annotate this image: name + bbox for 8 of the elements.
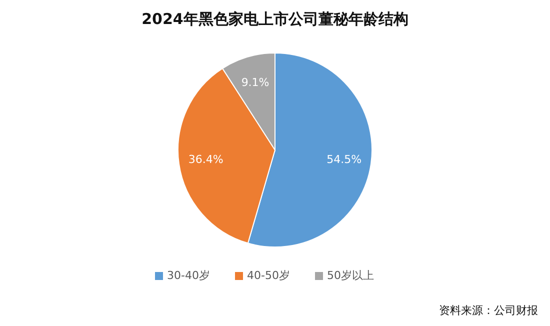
legend-label: 50岁以上 [327, 269, 374, 282]
chart-title: 2024年黑色家电上市公司董秘年龄结构 [142, 10, 408, 28]
text: 资料来源：公司财报 [439, 304, 538, 317]
data-label: 36.4% [188, 153, 224, 166]
data-label: 54.5% [326, 152, 362, 166]
legend-label: 40-50岁 [247, 269, 290, 282]
legend-label: 30-40岁 [167, 269, 210, 282]
data-label: 9.1% [241, 76, 270, 90]
